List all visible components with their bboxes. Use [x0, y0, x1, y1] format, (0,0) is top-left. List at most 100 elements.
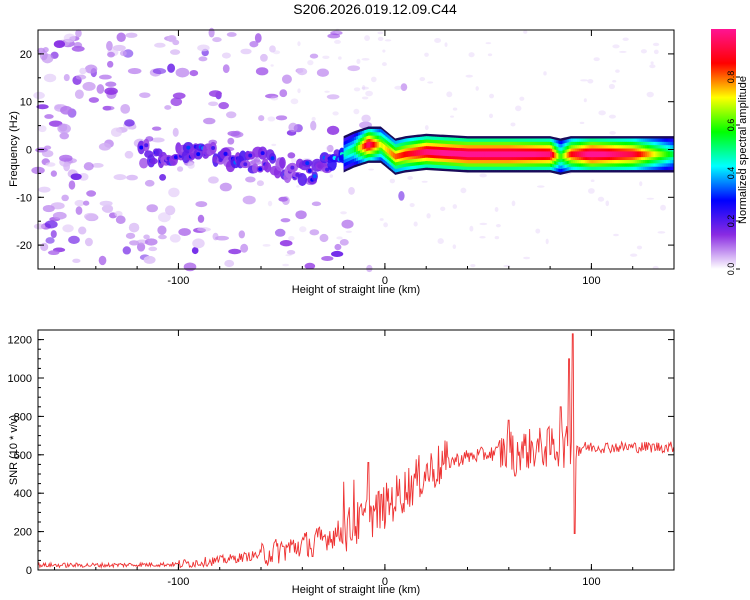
spectrogram-noise-blob [485, 42, 492, 45]
ridge-segment [364, 142, 367, 149]
spectrogram-noise-blob [159, 174, 167, 181]
x-tick-label: -100 [167, 275, 189, 287]
spectrogram-noise-blob [311, 201, 322, 207]
spectrogram-noise-blob [113, 174, 127, 181]
spectrogram-noise-blob [615, 69, 620, 73]
ridge-segment [450, 150, 454, 157]
ridge-segment [424, 149, 427, 155]
spectrogram-noise-blob [307, 60, 314, 66]
spectrogram-noise-blob [98, 255, 107, 266]
ridge-segment [622, 151, 625, 158]
ridge-segment [618, 151, 621, 158]
ridge-segment [562, 152, 565, 160]
y-tick-label: 400 [14, 488, 32, 500]
ridge-segment [564, 152, 568, 159]
ridge-segment [444, 150, 448, 156]
spectrogram-noise-blob [144, 238, 158, 246]
spectrogram-noise-blob [144, 179, 155, 187]
spectrogram-noise-blob [57, 123, 71, 134]
ridge-segment [570, 151, 574, 158]
spectrogram-noise-blob [59, 154, 73, 162]
ridge-segment [593, 151, 596, 158]
spectrogram-noise-blob [389, 178, 396, 184]
spectrogram-noise-blob [609, 130, 616, 135]
spectrogram-noise-blob [143, 234, 150, 240]
spectrogram-noise-blob [419, 77, 426, 82]
ridge-segment [479, 151, 483, 158]
spectrogram-noise-blob [157, 225, 167, 235]
spectrogram-noise-blob [274, 228, 286, 237]
spectrogram-noise-blob [319, 233, 329, 243]
spectrogram-noise-blob [275, 115, 288, 121]
spectrogram-noise-blob [203, 117, 216, 125]
spectrogram-noise-blob [475, 86, 479, 91]
y-tick-label: -10 [16, 192, 32, 204]
spectrogram-noise-blob [45, 237, 55, 244]
spectrogram-noise-blob [227, 130, 240, 137]
spectrogram-noise-blob [164, 105, 172, 110]
ridge-segment [380, 141, 384, 150]
spectrogram-noise-blob [33, 223, 46, 230]
colorbar-tick-label: 0.6 [726, 119, 736, 132]
spectrogram-noise-blob [639, 181, 643, 187]
ridge-segment [636, 151, 640, 158]
spectrogram-noise-blob [336, 236, 343, 240]
ridge-segment [455, 150, 458, 157]
spectrogram-noise-blob [470, 263, 476, 268]
ridge-segment [434, 149, 437, 156]
ridge-segment [457, 150, 460, 157]
ridge-segment [603, 151, 607, 158]
ridge-segment [620, 151, 623, 158]
ridge-core [243, 162, 248, 167]
ridge-segment [616, 151, 619, 158]
ridge-segment [626, 151, 629, 158]
spectrogram-noise-blob [79, 67, 87, 75]
spectrogram-noise-blob [362, 84, 366, 91]
spectrogram-noise-blob [126, 174, 138, 181]
spectrogram-noise-blob [269, 45, 276, 53]
spectrogram-noise-blob [167, 63, 176, 73]
spectrogram-noise-blob [225, 111, 237, 119]
ridge-segment [467, 151, 470, 158]
y-tick-label: 0 [26, 565, 32, 577]
spectrogram-noise-blob [44, 220, 58, 229]
spectrogram-noise-blob [338, 56, 342, 60]
spectrogram-noise-blob [84, 64, 98, 74]
spectrogram-noise-blob [50, 230, 57, 239]
spectrogram-noise-blob [515, 105, 522, 112]
ridge-segment [471, 151, 475, 158]
spectrogram-noise-blob [91, 162, 104, 168]
ridge-segment [651, 151, 654, 158]
spectrogram-noise-blob [407, 176, 413, 180]
ridge-segment [519, 151, 522, 158]
spectrogram-noise-blob [613, 233, 619, 237]
spectrogram-noise-blob [353, 87, 361, 92]
spectrogram-noise-blob [424, 52, 429, 57]
spectrogram-noise-blob [334, 28, 341, 34]
ridge-segment [409, 150, 413, 157]
ridge-segment [506, 151, 510, 158]
spectrogram-noise [31, 27, 667, 273]
spectrogram-noise-blob [341, 219, 354, 229]
spectrogram-noise-blob [226, 32, 237, 37]
spectrogram-noise-blob [332, 111, 339, 116]
spectrogram-noise-blob [468, 52, 475, 58]
ridge-segment [417, 149, 421, 156]
x-tick-label: 0 [382, 576, 388, 588]
spectrogram-noise-blob [361, 58, 370, 61]
spectrogram-noise-blob [128, 222, 140, 233]
spectrogram-noise-blob [124, 150, 134, 159]
ridge-segment [372, 141, 375, 148]
ridge-segment [463, 151, 466, 158]
ridge-segment [484, 151, 487, 158]
spectrogram-noise-blob [152, 68, 167, 75]
ridge-segment [391, 150, 394, 158]
spectrogram-noise-blob [136, 242, 146, 252]
ridge-segment [397, 152, 400, 160]
spectrogram-noise-blob [452, 204, 458, 209]
spectrogram-noise-blob [242, 195, 256, 205]
ridge-segment [401, 151, 404, 159]
ridge-segment [362, 143, 365, 150]
spectrogram-noise-blob [660, 204, 666, 211]
ridge-segment [634, 151, 638, 158]
